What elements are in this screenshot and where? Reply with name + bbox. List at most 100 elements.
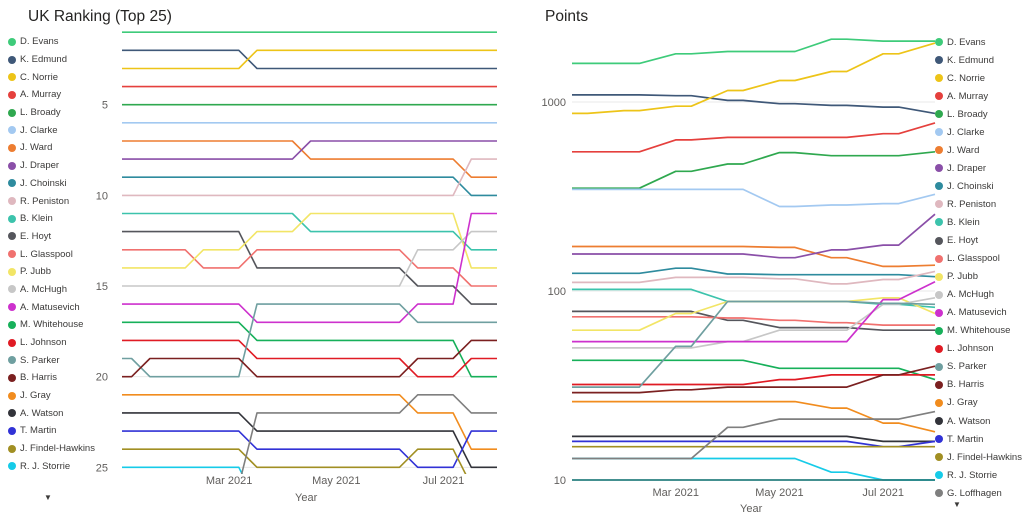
series-line-a-matusevich[interactable] <box>572 280 936 343</box>
series-line-a-mchugh[interactable] <box>122 230 497 287</box>
series-line-r-j-storrie[interactable] <box>572 457 935 481</box>
legend-item-a-murray[interactable]: A. Murray <box>8 86 116 104</box>
series-line-m-whitehouse[interactable] <box>122 321 497 378</box>
legend-item-a-murray[interactable]: A. Murray <box>935 87 1023 105</box>
legend-item-k-edmund[interactable]: K. Edmund <box>8 51 116 69</box>
series-line-l-broady[interactable] <box>572 150 936 190</box>
series-line-c-norrie[interactable] <box>122 49 497 70</box>
legend-item-s-parker[interactable]: S. Parker <box>935 358 1023 376</box>
legend-item-l-johnson[interactable]: L. Johnson <box>935 340 1023 358</box>
legend-item-j-gray[interactable]: J. Gray <box>935 394 1023 412</box>
legend-item-a-mchugh[interactable]: A. McHugh <box>8 281 116 299</box>
legend-item-l-glasspool[interactable]: L. Glasspool <box>8 245 116 263</box>
legend-item-r-j-storrie[interactable]: R. J. Storrie <box>935 466 1023 484</box>
series-line-g-loffhagen[interactable] <box>122 393 497 504</box>
legend-item-d-evans[interactable]: D. Evans <box>935 33 1023 51</box>
series-line-j-gray[interactable] <box>572 400 936 433</box>
series-line-d-evans[interactable] <box>572 38 935 65</box>
series-line-s-parker[interactable] <box>122 303 497 378</box>
legend-item-s-parker[interactable]: S. Parker <box>8 351 116 369</box>
legend-item-j-draper[interactable]: J. Draper <box>935 159 1023 177</box>
series-line-r-peniston[interactable] <box>572 270 936 285</box>
legend-label: A. McHugh <box>947 289 994 301</box>
legend-item-r-peniston[interactable]: R. Peniston <box>8 192 116 210</box>
points-panel: Points 10 100 1000 Mar 2021 May 2021 Jul 2021… <box>515 0 1024 527</box>
series-line-a-murray[interactable] <box>572 122 936 153</box>
series-line-m-whitehouse[interactable] <box>572 359 936 381</box>
legend-item-j-gray[interactable]: J. Gray <box>8 387 116 405</box>
legend-item-p-jubb[interactable]: P. Jubb <box>935 268 1023 286</box>
legend-item-e-hoyt[interactable]: E. Hoyt <box>935 232 1023 250</box>
legend-item-t-martin[interactable]: T. Martin <box>8 422 116 440</box>
legend-item-l-glasspool[interactable]: L. Glasspool <box>935 250 1023 268</box>
series-line-j-choinski[interactable] <box>122 176 497 197</box>
points-legend-more-button[interactable]: ▼ <box>953 500 961 509</box>
series-line-a-watson[interactable] <box>572 435 935 443</box>
legend-item-r-j-storrie[interactable]: R. J. Storrie <box>8 458 116 476</box>
legend-item-e-hoyt[interactable]: E. Hoyt <box>8 228 116 246</box>
series-line-g-loffhagen[interactable] <box>572 410 936 460</box>
legend-dot <box>935 362 943 371</box>
series-line-j-clarke[interactable] <box>572 188 936 208</box>
series-line-l-glasspool[interactable] <box>572 315 935 326</box>
legend-item-k-edmund[interactable]: K. Edmund <box>935 51 1023 69</box>
legend-item-j-ward[interactable]: J. Ward <box>8 139 116 157</box>
series-line-t-martin[interactable] <box>122 430 497 469</box>
series-line-j-findel-hawkins[interactable] <box>122 448 497 485</box>
series-line-j-choinski[interactable] <box>572 267 936 278</box>
legend-item-l-johnson[interactable]: L. Johnson <box>8 334 116 352</box>
legend-item-b-klein[interactable]: B. Klein <box>935 213 1023 231</box>
ranking-legend-more-button[interactable]: ▼ <box>44 493 52 502</box>
series-line-l-johnson[interactable] <box>122 339 497 378</box>
legend-item-b-harris[interactable]: B. Harris <box>935 376 1023 394</box>
series-line-r-peniston[interactable] <box>122 158 497 197</box>
legend-item-j-choinski[interactable]: J. Choinski <box>8 175 116 193</box>
series-line-b-harris[interactable] <box>122 339 497 378</box>
legend-item-j-clarke[interactable]: J. Clarke <box>8 121 116 139</box>
legend-item-m-whitehouse[interactable]: M. Whitehouse <box>8 316 116 334</box>
series-line-b-harris[interactable] <box>572 365 936 394</box>
series-line-b-klein[interactable] <box>122 212 497 251</box>
legend-item-l-broady[interactable]: L. Broady <box>935 105 1023 123</box>
legend-dot <box>935 110 943 119</box>
series-line-s-parker[interactable] <box>572 300 936 388</box>
legend-item-m-whitehouse[interactable]: M. Whitehouse <box>935 322 1023 340</box>
series-line-e-hoyt[interactable] <box>572 310 935 332</box>
series-line-j-ward[interactable] <box>122 140 497 178</box>
legend-item-j-findel-hawkins[interactable]: J. Findel-Hawkins <box>8 440 116 458</box>
series-line-c-norrie[interactable] <box>572 42 936 115</box>
legend-item-a-watson[interactable]: A. Watson <box>8 404 116 422</box>
legend-item-j-clarke[interactable]: J. Clarke <box>935 123 1023 141</box>
legend-item-d-evans[interactable]: D. Evans <box>8 33 116 51</box>
legend-item-j-ward[interactable]: J. Ward <box>935 141 1023 159</box>
series-line-a-watson[interactable] <box>122 412 497 469</box>
series-line-j-draper[interactable] <box>572 213 936 259</box>
legend-item-a-watson[interactable]: A. Watson <box>935 412 1023 430</box>
series-line-l-johnson[interactable] <box>572 374 935 386</box>
series-line-j-draper[interactable] <box>122 140 497 160</box>
legend-item-c-norrie[interactable]: C. Norrie <box>8 68 116 86</box>
legend-item-b-klein[interactable]: B. Klein <box>8 210 116 228</box>
legend-item-b-harris[interactable]: B. Harris <box>8 369 116 387</box>
legend-item-a-matusevich[interactable]: A. Matusevich <box>935 304 1023 322</box>
series-line-k-edmund[interactable] <box>122 49 497 70</box>
series-line-a-mchugh[interactable] <box>572 296 936 349</box>
legend-item-g-loffhagen[interactable]: G. Loffhagen <box>935 484 1023 502</box>
legend-item-j-findel-hawkins[interactable]: J. Findel-Hawkins <box>935 448 1023 466</box>
series-line-k-edmund[interactable] <box>572 94 936 115</box>
legend-item-a-matusevich[interactable]: A. Matusevich <box>8 298 116 316</box>
series-line-r-j-storrie[interactable] <box>122 466 497 503</box>
legend-item-t-martin[interactable]: T. Martin <box>935 430 1023 448</box>
series-line-e-hoyt[interactable] <box>122 230 497 305</box>
legend-item-l-broady[interactable]: L. Broady <box>8 104 116 122</box>
legend-item-p-jubb[interactable]: P. Jubb <box>8 263 116 281</box>
series-line-j-gray[interactable] <box>122 393 497 451</box>
series-line-j-ward[interactable] <box>572 245 936 268</box>
legend-item-r-peniston[interactable]: R. Peniston <box>935 195 1023 213</box>
legend-item-a-mchugh[interactable]: A. McHugh <box>935 286 1023 304</box>
legend-item-j-draper[interactable]: J. Draper <box>8 157 116 175</box>
legend-item-c-norrie[interactable]: C. Norrie <box>935 69 1023 87</box>
series-line-p-jubb[interactable] <box>122 212 497 269</box>
series-line-a-matusevich[interactable] <box>122 212 497 324</box>
legend-item-j-choinski[interactable]: J. Choinski <box>935 177 1023 195</box>
